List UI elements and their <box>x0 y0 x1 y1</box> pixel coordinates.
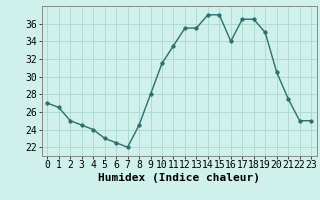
X-axis label: Humidex (Indice chaleur): Humidex (Indice chaleur) <box>98 173 260 183</box>
